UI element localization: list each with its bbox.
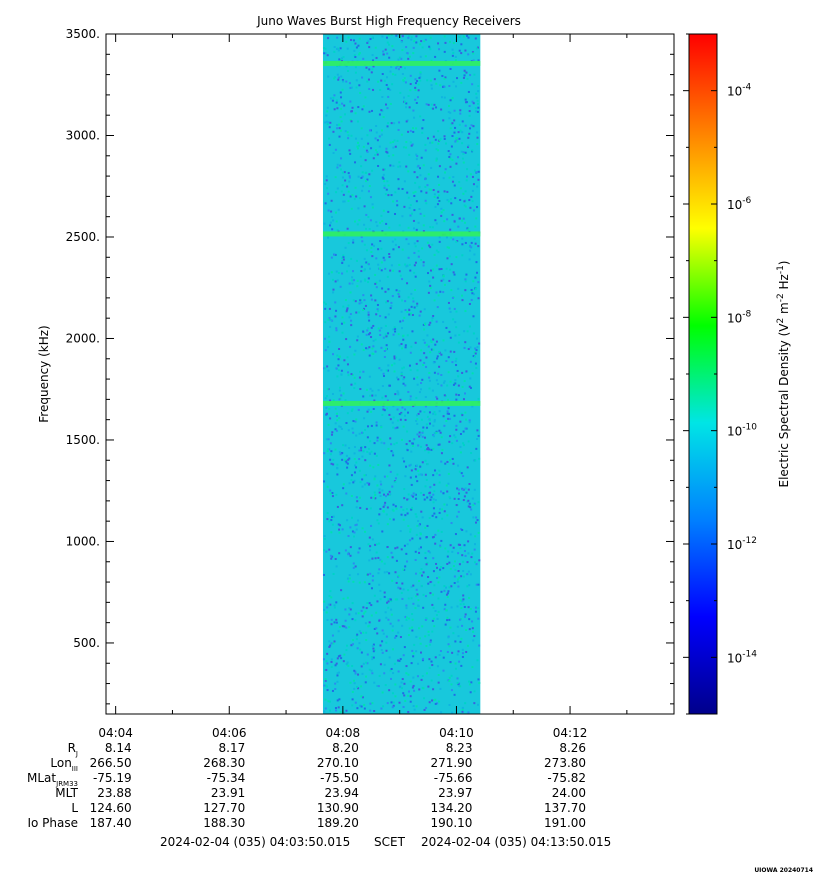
x-tick-label: 04:08 [326, 726, 361, 740]
ephemeris-value: 23.94 [324, 786, 358, 800]
ephemeris-value: 271.90 [430, 756, 472, 770]
ephemeris-value: -75.66 [434, 771, 473, 785]
time-range-scet: SCET [374, 835, 406, 849]
ephemeris-value: 137.70 [544, 801, 586, 815]
ephemeris-value: 23.88 [97, 786, 131, 800]
colorbar-tick-label: 10-6 [727, 196, 752, 212]
ephemeris-value: 8.23 [446, 741, 473, 755]
y-axis-label: Frequency (kHz) [37, 325, 51, 422]
ephemeris-row-label: RJ [68, 741, 78, 758]
y-tick-label: 500. [73, 636, 100, 650]
y-axis: 500. 1000. 1500. 2000. 2500. 3000. 3500. [66, 27, 674, 705]
ephemeris-value: 189.20 [317, 816, 359, 830]
plot-frame [105, 33, 675, 715]
ephemeris-value: 23.97 [438, 786, 472, 800]
x-tick-label: 04:12 [553, 726, 588, 740]
credit-text: UIOWA 20240714 [754, 867, 813, 874]
ephemeris-value: 270.10 [317, 756, 359, 770]
y-tick-label: 1500. [66, 433, 100, 447]
y-tick-label: 3000. [66, 128, 100, 142]
ephemeris-value: 188.30 [203, 816, 245, 830]
ephemeris-value: 8.17 [219, 741, 246, 755]
y-tick-label: 3500. [66, 27, 100, 41]
ephemeris-value: 268.30 [203, 756, 245, 770]
time-range-start: 2024-02-04 (035) 04:03:50.015 [160, 835, 350, 849]
x-axis: 04:04 04:06 04:08 04:10 04:12 [98, 34, 628, 740]
ephemeris-value: 127.70 [203, 801, 245, 815]
chart-title: Juno Waves Burst High Frequency Receiver… [256, 14, 521, 28]
emission-line-2 [322, 231, 481, 237]
spectrogram-data [322, 34, 481, 714]
ephemeris-value: 24.00 [552, 786, 586, 800]
ephemeris-table: RJ 8.14 8.17 8.20 8.23 8.26 LonIII 266.50 268.30… [27, 741, 586, 830]
colorbar-tick-label: 10-8 [727, 309, 752, 325]
ephemeris-value: 191.00 [544, 816, 586, 830]
ephemeris-row-label: MLatJRM33 [27, 771, 78, 788]
ephemeris-value: 8.20 [332, 741, 359, 755]
ephemeris-value: 187.40 [90, 816, 132, 830]
ephemeris-value: 8.14 [105, 741, 132, 755]
ephemeris-value: 134.20 [430, 801, 472, 815]
colorbar-tick-label: 10-4 [727, 83, 752, 99]
colorbar [688, 33, 718, 715]
time-range-end: 2024-02-04 (035) 04:13:50.015 [421, 835, 611, 849]
colorbar-tick-label: 10-12 [727, 536, 757, 552]
ephemeris-value: 23.91 [211, 786, 245, 800]
y-tick-label: 2500. [66, 230, 100, 244]
x-tick-label: 04:10 [439, 726, 474, 740]
ephemeris-value: -75.82 [547, 771, 586, 785]
x-tick-label: 04:06 [212, 726, 247, 740]
colorbar-tick-label: 10-10 [727, 423, 757, 439]
ephemeris-value: 124.60 [90, 801, 132, 815]
colorbar-label: Electric Spectral Density (V2 m-2 Hz-1) [776, 260, 791, 487]
x-tick-label: 04:04 [98, 726, 133, 740]
ephemeris-value: 130.90 [317, 801, 359, 815]
ephemeris-value: 190.10 [430, 816, 472, 830]
ephemeris-row-label: MLT [55, 786, 78, 800]
ephemeris-value: -75.50 [320, 771, 359, 785]
emission-line-1 [322, 60, 481, 66]
colorbar-tick-label: 10-14 [727, 649, 757, 665]
colorbar-ticks: 10-4 10-6 10-8 10-10 10-12 10-14 [683, 33, 757, 715]
ephemeris-row-label: L [71, 801, 78, 815]
spectrogram-noise [322, 34, 481, 714]
ephemeris-value: 8.26 [559, 741, 586, 755]
ephemeris-row-label: LonIII [50, 756, 78, 773]
ephemeris-value: -75.34 [207, 771, 246, 785]
ephemeris-row-label: Io Phase [27, 816, 78, 830]
y-tick-label: 1000. [66, 534, 100, 548]
y-tick-label: 2000. [66, 331, 100, 345]
ephemeris-value: 266.50 [90, 756, 132, 770]
emission-line-3 [322, 400, 481, 406]
ephemeris-value: -75.19 [93, 771, 132, 785]
ephemeris-value: 273.80 [544, 756, 586, 770]
